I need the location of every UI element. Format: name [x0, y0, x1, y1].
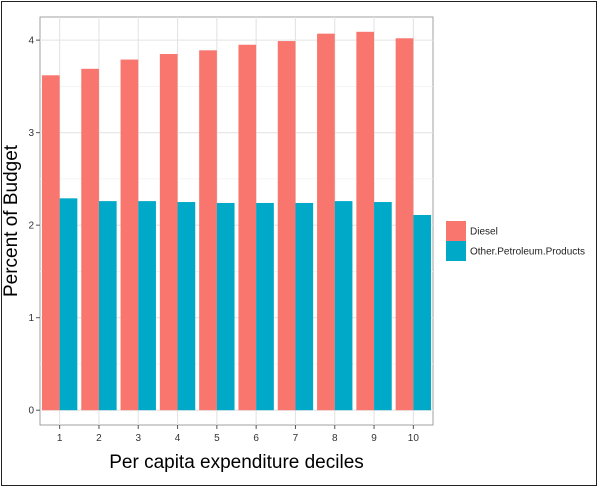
- bar-other-petroleum-products-1: [59, 198, 78, 411]
- bar-diesel-2: [81, 68, 99, 411]
- bar-diesel-4: [159, 54, 178, 411]
- bar-diesel-6: [238, 44, 257, 411]
- x-tick-label: 3: [135, 433, 141, 444]
- bar-diesel-1: [41, 75, 60, 411]
- y-tick-label: 4: [28, 36, 34, 47]
- x-tick-label: 10: [408, 433, 420, 444]
- legend-label: Other.Petroleum.Products: [470, 247, 585, 258]
- x-axis-title: Per capita expenditure deciles: [109, 452, 364, 473]
- bar-other-petroleum-products-10: [413, 214, 432, 411]
- x-tick-label: 5: [214, 433, 220, 444]
- x-tick-label: 1: [57, 433, 63, 444]
- bar-other-petroleum-products-8: [334, 201, 353, 411]
- x-tick-label: 8: [332, 433, 338, 444]
- bar-diesel-7: [277, 41, 296, 411]
- x-tick-label: 9: [371, 433, 377, 444]
- bar-other-petroleum-products-6: [256, 202, 274, 411]
- bar-other-petroleum-products-3: [138, 201, 156, 411]
- bars: [41, 31, 432, 411]
- bar-other-petroleum-products-4: [177, 202, 196, 411]
- x-tick-label: 7: [293, 433, 299, 444]
- y-tick-label: 1: [28, 313, 34, 324]
- y-tick-label: 0: [28, 406, 34, 417]
- y-tick-label: 2: [28, 221, 34, 232]
- x-tick-label: 2: [96, 433, 102, 444]
- x-tick-label: 6: [253, 433, 259, 444]
- bar-other-petroleum-products-5: [216, 202, 235, 411]
- x-tick-label: 4: [175, 433, 181, 444]
- y-axis-title: Percent of Budget: [1, 144, 22, 297]
- x-axis: 1 2 3 4 5 6 7 8 9 10: [57, 425, 419, 444]
- y-axis: 0 1 2 3 4: [28, 36, 40, 417]
- y-tick-label: 3: [28, 128, 34, 139]
- bar-diesel-10: [395, 38, 414, 411]
- legend-label: Diesel: [470, 227, 498, 238]
- bar-other-petroleum-products-2: [98, 201, 117, 411]
- bar-diesel-3: [120, 59, 139, 411]
- legend-key-other-petroleum-products: [446, 241, 466, 261]
- legend-key-diesel: [446, 221, 466, 241]
- bar-other-petroleum-products-7: [295, 202, 314, 411]
- bar-other-petroleum-products-9: [374, 202, 392, 411]
- bar-diesel-8: [317, 33, 335, 411]
- bar-diesel-9: [356, 31, 375, 411]
- bar-diesel-5: [199, 50, 217, 411]
- legend: Diesel Other.Petroleum.Products: [446, 221, 585, 261]
